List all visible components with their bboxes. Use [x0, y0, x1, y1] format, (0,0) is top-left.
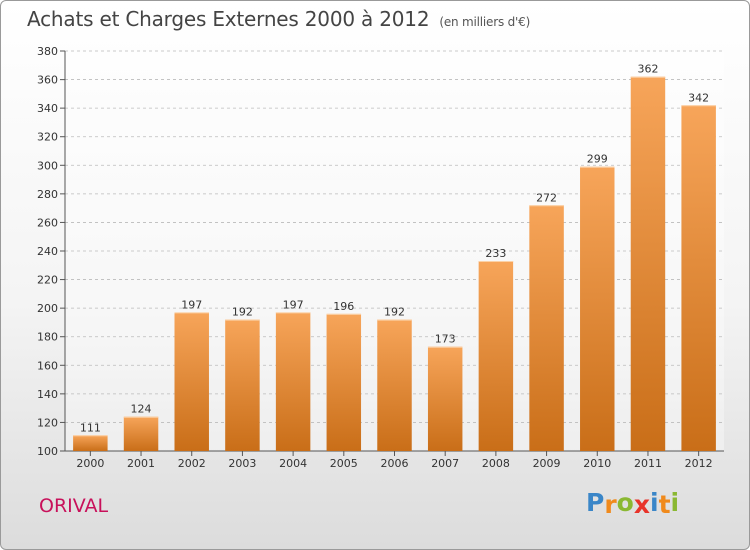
x-tick-label: 2008 — [482, 457, 510, 470]
y-tick-label: 220 — [37, 274, 58, 287]
title-text: Achats et Charges Externes 2000 à 2012 — [27, 7, 430, 31]
y-tick-label: 320 — [37, 131, 58, 144]
y-tick-label: 240 — [37, 245, 58, 258]
value-label: 197 — [181, 298, 202, 311]
logo-letter: o — [616, 488, 634, 517]
bar-2009 — [529, 205, 564, 451]
x-tick-label: 2000 — [76, 457, 104, 470]
x-tick-label: 2004 — [279, 457, 307, 470]
value-label: 272 — [536, 191, 557, 204]
logo-letter: i — [650, 488, 659, 517]
value-label: 197 — [283, 298, 304, 311]
y-tick-label: 100 — [37, 445, 58, 458]
chart-title: Achats et Charges Externes 2000 à 2012 (e… — [27, 7, 530, 31]
bar-2011 — [630, 76, 666, 451]
bar-2012 — [681, 105, 716, 452]
bar-2000 — [73, 435, 108, 451]
bar-2007 — [427, 346, 463, 451]
value-label: 173 — [435, 333, 456, 346]
y-tick-label: 260 — [37, 216, 58, 229]
y-tick-label: 300 — [37, 159, 58, 172]
x-tick-label: 2009 — [533, 457, 561, 470]
value-label: 124 — [131, 403, 152, 416]
value-label: 362 — [637, 63, 658, 76]
logo-letter: P — [586, 488, 605, 517]
bar-2005 — [326, 313, 362, 451]
x-tick-label: 2005 — [330, 457, 358, 470]
x-tick-label: 2006 — [381, 457, 409, 470]
value-label: 196 — [333, 300, 354, 313]
logo-letter: x — [633, 490, 650, 519]
y-tick-label: 180 — [37, 331, 58, 344]
x-tick-label: 2003 — [228, 457, 256, 470]
y-tick-label: 380 — [37, 45, 58, 58]
x-tick-label: 2002 — [178, 457, 206, 470]
value-label: 342 — [688, 91, 709, 104]
bar-2006 — [377, 319, 412, 451]
value-label: 299 — [587, 153, 608, 166]
logo-letter: i — [670, 488, 680, 517]
value-label: 233 — [485, 247, 506, 260]
x-tick-label: 2001 — [127, 457, 155, 470]
y-tick-label: 160 — [37, 359, 58, 372]
bar-2003 — [225, 319, 260, 451]
bar-2002 — [174, 312, 209, 451]
x-tick-label: 2010 — [583, 457, 611, 470]
value-label: 192 — [232, 306, 253, 319]
y-tick-label: 360 — [37, 74, 58, 87]
commune-name: ORIVAL — [39, 495, 109, 517]
y-tick-label: 140 — [37, 388, 58, 401]
chart-subtitle: (en milliers d'€) — [439, 15, 531, 29]
logo-letter: r — [604, 490, 617, 519]
y-tick-label: 280 — [37, 188, 58, 201]
value-label: 111 — [80, 421, 101, 434]
x-tick-label: 2007 — [431, 457, 459, 470]
x-tick-label: 2012 — [685, 457, 713, 470]
logo-letter: t — [658, 490, 671, 519]
bar-2004 — [275, 312, 311, 451]
value-label: 192 — [384, 306, 405, 319]
y-tick-label: 200 — [37, 302, 58, 315]
bar-2001 — [123, 416, 159, 451]
y-tick-label: 340 — [37, 102, 58, 115]
bar-2010 — [580, 166, 615, 451]
proxiti-logo: Proxiti — [586, 488, 680, 519]
y-tick-label: 120 — [37, 416, 58, 429]
x-tick-label: 2011 — [634, 457, 662, 470]
bar-2008 — [478, 261, 514, 451]
